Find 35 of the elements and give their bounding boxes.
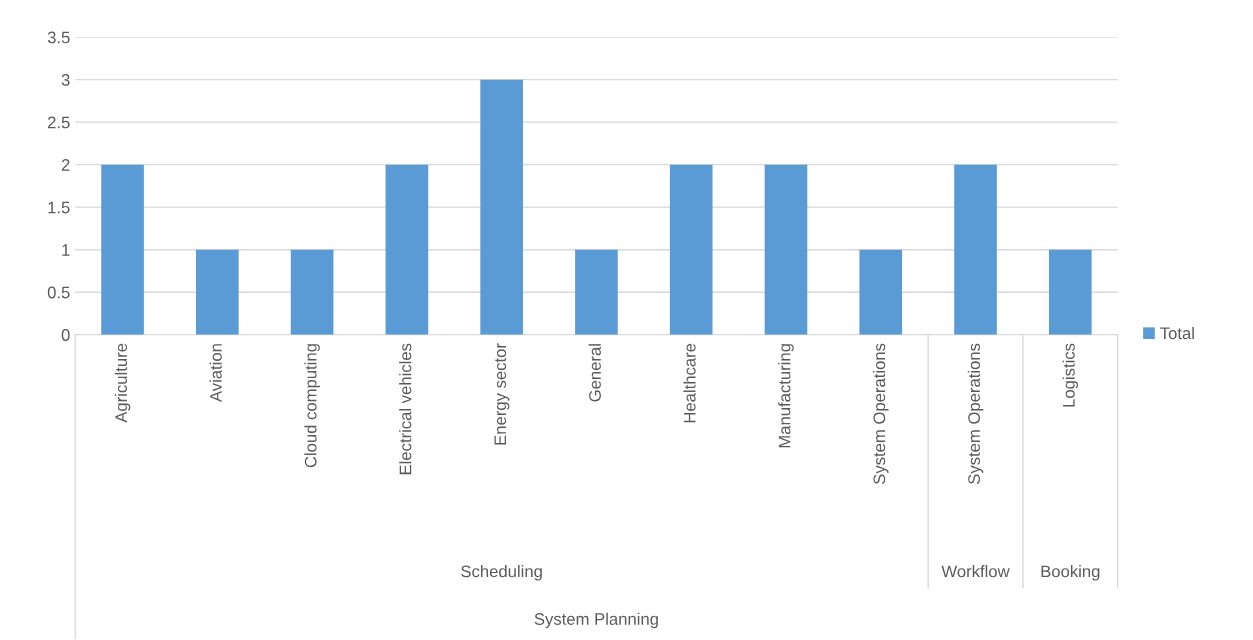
bar (385, 164, 429, 335)
y-tick-label: 2 (61, 159, 70, 171)
bar (669, 164, 713, 335)
y-tick-label: 0 (61, 329, 70, 341)
legend-label: Total (1160, 326, 1194, 340)
text: Workflow (941, 565, 1010, 578)
bar (859, 249, 903, 335)
y-tick-label: 1.5 (48, 201, 70, 214)
x-tick-label: Aviation (209, 344, 222, 403)
bar (954, 164, 997, 335)
x-tick-label: Healthcare (683, 343, 696, 423)
bar (480, 79, 523, 335)
x-tick-label: System Operations (872, 343, 889, 485)
x-tick-label: Cloud computing (304, 344, 320, 468)
x-tick-label: Electrical vehicles (399, 343, 412, 475)
text: Booking (1041, 565, 1100, 581)
text: System Planning (534, 612, 658, 629)
y-tick-label: 0.5 (47, 286, 70, 299)
bar (764, 164, 808, 335)
y-tick-label: 1 (62, 244, 70, 256)
x-tick-label: Agriculture (114, 343, 131, 423)
y-tick-label: 3 (61, 74, 70, 86)
bar (290, 249, 334, 335)
y-tick-label: 3.5 (47, 31, 70, 44)
x-tick-label: Manufacturing (778, 344, 794, 448)
x-tick-label: Logistics (1062, 343, 1079, 407)
bar (575, 249, 618, 335)
x-tick-label: Energy sector (494, 343, 510, 445)
bar (1048, 249, 1092, 335)
bar (196, 249, 239, 335)
x-tick-label: System Operations (967, 343, 984, 485)
text: Scheduling (461, 565, 542, 581)
x-tick-label: General (588, 344, 601, 402)
bar (101, 164, 144, 335)
y-tick-label: 2.5 (47, 116, 70, 129)
